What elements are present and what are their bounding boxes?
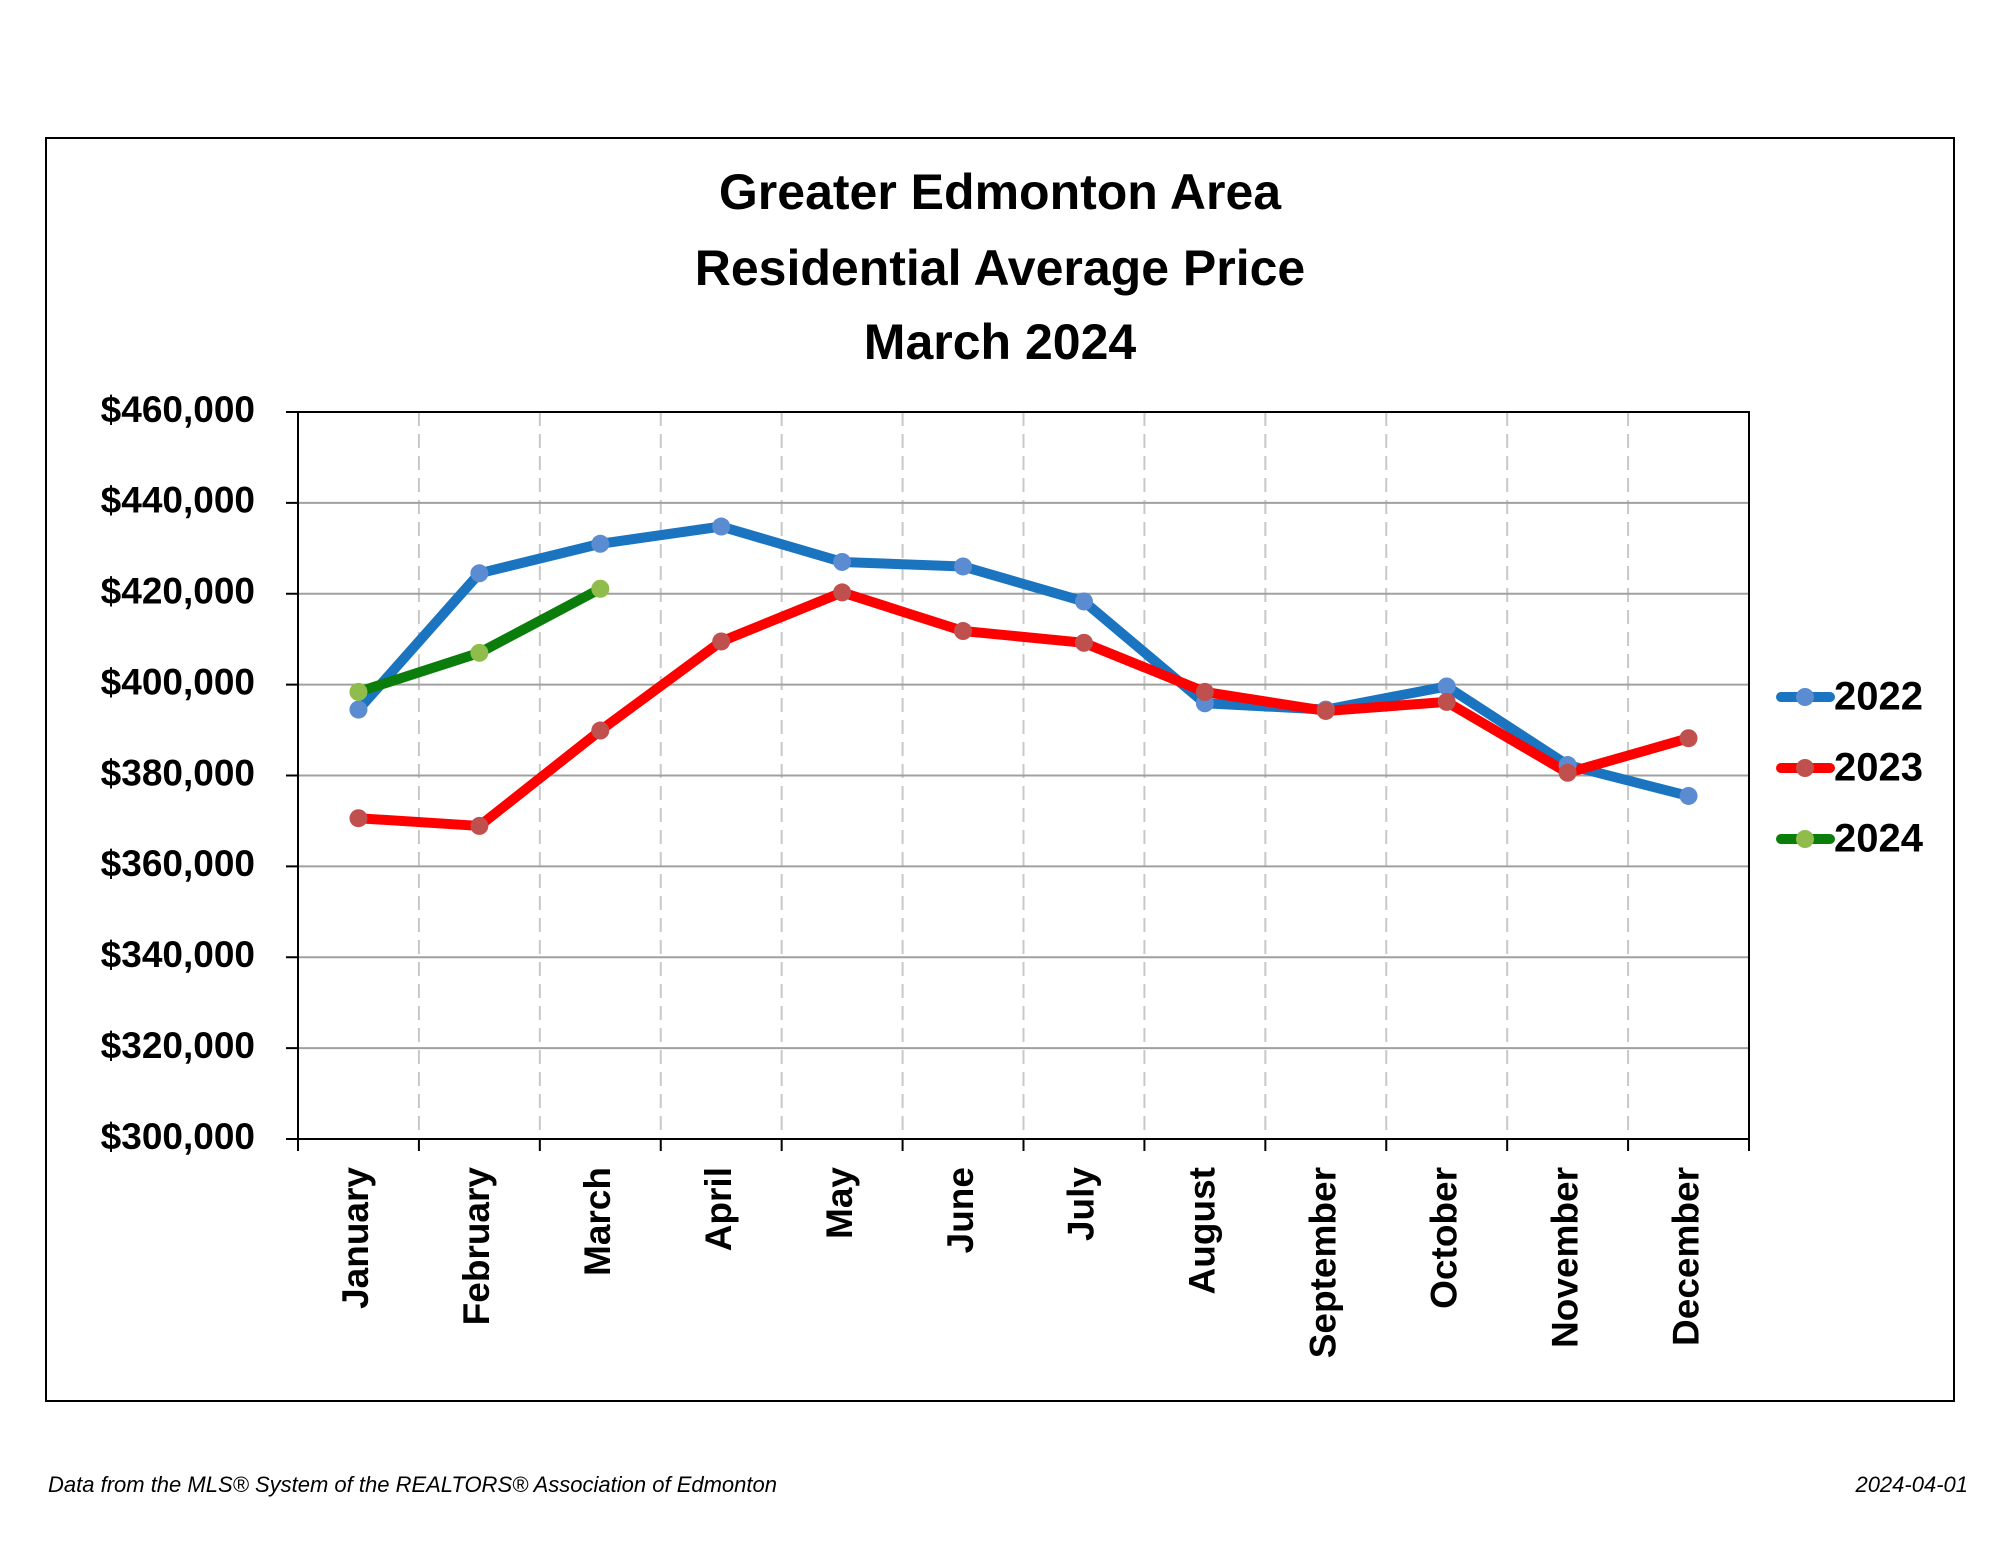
data-point [833, 552, 852, 571]
x-tick-label: July [1061, 1167, 1102, 1241]
legend-label: 2022 [1834, 675, 1923, 719]
data-point [712, 517, 731, 536]
data-point [712, 632, 731, 651]
x-tick-label: May [819, 1167, 860, 1239]
y-tick-label: $460,000 [101, 389, 255, 430]
legend-marker [1796, 688, 1814, 706]
x-tick-label: October [1423, 1167, 1464, 1309]
y-tick-label: $340,000 [101, 934, 255, 975]
x-tick-label: April [698, 1167, 739, 1251]
x-tick-label: November [1544, 1167, 1585, 1348]
y-tick-label: $320,000 [101, 1025, 255, 1066]
chart-title: March 2024 [864, 314, 1137, 370]
data-point [1558, 763, 1577, 782]
data-point [1679, 729, 1698, 748]
legend-marker [1796, 759, 1814, 777]
data-point [1316, 701, 1335, 720]
data-point [1437, 677, 1456, 696]
chart-title: Greater Edmonton Area [719, 164, 1282, 220]
y-tick-label: $400,000 [101, 661, 255, 702]
y-tick-label: $420,000 [101, 571, 255, 612]
series-line [353, 587, 1694, 831]
data-point [470, 816, 489, 835]
data-point [470, 564, 489, 583]
data-point [470, 643, 489, 662]
series-line [353, 521, 1694, 801]
data-point [1195, 682, 1214, 701]
y-tick-label: $360,000 [101, 843, 255, 884]
data-point [1679, 786, 1698, 805]
data-point [833, 583, 852, 602]
x-tick-label: January [335, 1167, 376, 1309]
x-tick-label: March [577, 1167, 618, 1276]
y-tick-label: $440,000 [101, 480, 255, 521]
data-point [349, 809, 368, 828]
legend-label: 2024 [1834, 817, 1924, 861]
chart-title: Residential Average Price [695, 240, 1305, 296]
chart-frame [45, 137, 1955, 1402]
data-point [349, 682, 368, 701]
data-point [1074, 633, 1093, 652]
data-point [349, 700, 368, 719]
x-tick-label: February [456, 1167, 497, 1326]
x-tick-label: September [1303, 1167, 1344, 1358]
y-tick-label: $380,000 [101, 752, 255, 793]
data-point [1074, 592, 1093, 611]
legend-marker [1796, 830, 1814, 848]
legend-label: 2023 [1834, 746, 1923, 790]
x-tick-label: June [940, 1167, 981, 1253]
data-point [591, 579, 610, 598]
x-tick-label: December [1665, 1167, 1706, 1346]
data-point [954, 622, 973, 641]
data-point [591, 721, 610, 740]
x-tick-label: August [1182, 1167, 1223, 1294]
data-point [954, 557, 973, 576]
data-point [1437, 692, 1456, 711]
y-tick-label: $300,000 [101, 1116, 255, 1157]
source-note: Data from the MLS® System of the REALTOR… [48, 1472, 777, 1497]
date: 2024-04-01 [1854, 1472, 1968, 1497]
data-point [591, 534, 610, 553]
